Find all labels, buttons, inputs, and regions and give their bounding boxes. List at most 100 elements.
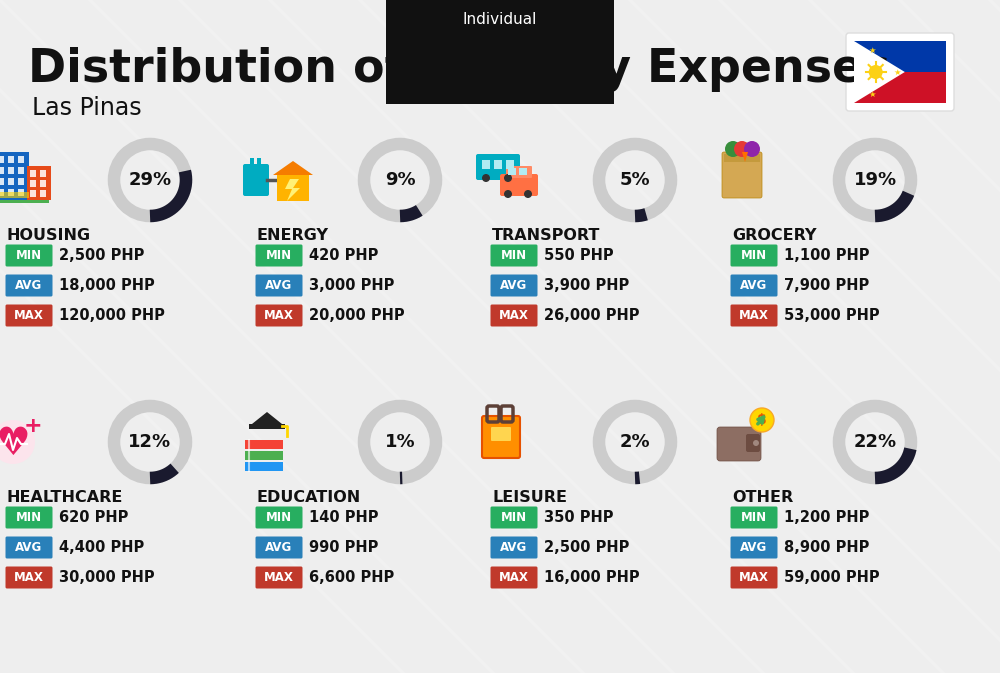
Text: 120,000 PHP: 120,000 PHP — [59, 308, 165, 323]
Text: 620 PHP: 620 PHP — [59, 510, 128, 525]
Text: $: $ — [757, 413, 767, 427]
FancyBboxPatch shape — [0, 192, 29, 198]
FancyBboxPatch shape — [730, 536, 778, 559]
FancyBboxPatch shape — [40, 180, 46, 187]
Text: 59,000 PHP: 59,000 PHP — [784, 570, 880, 585]
FancyBboxPatch shape — [717, 427, 761, 461]
Circle shape — [734, 141, 750, 157]
FancyBboxPatch shape — [30, 170, 36, 177]
Text: MAX: MAX — [264, 309, 294, 322]
Circle shape — [744, 141, 760, 157]
FancyBboxPatch shape — [256, 507, 302, 528]
FancyBboxPatch shape — [40, 190, 46, 197]
FancyBboxPatch shape — [846, 33, 954, 111]
FancyBboxPatch shape — [730, 244, 778, 267]
Text: MAX: MAX — [739, 309, 769, 322]
Text: +: + — [24, 416, 42, 436]
Text: 140 PHP: 140 PHP — [309, 510, 378, 525]
FancyBboxPatch shape — [482, 416, 520, 458]
Text: 26,000 PHP: 26,000 PHP — [544, 308, 640, 323]
FancyBboxPatch shape — [0, 189, 4, 196]
FancyBboxPatch shape — [6, 536, 52, 559]
Text: 6,600 PHP: 6,600 PHP — [309, 570, 394, 585]
Circle shape — [504, 190, 512, 198]
Text: 2%: 2% — [620, 433, 650, 451]
Text: Las Pinas: Las Pinas — [32, 96, 142, 120]
Text: AVG: AVG — [265, 541, 293, 554]
FancyBboxPatch shape — [506, 160, 514, 169]
FancyBboxPatch shape — [746, 434, 760, 452]
FancyBboxPatch shape — [490, 244, 538, 267]
Text: AVG: AVG — [500, 279, 528, 292]
Text: 9%: 9% — [385, 171, 415, 189]
FancyBboxPatch shape — [8, 189, 14, 196]
FancyBboxPatch shape — [494, 160, 502, 169]
FancyBboxPatch shape — [256, 536, 302, 559]
Text: 8,900 PHP: 8,900 PHP — [784, 540, 869, 555]
Polygon shape — [742, 152, 748, 162]
Text: MAX: MAX — [264, 571, 294, 584]
FancyBboxPatch shape — [0, 178, 4, 185]
Text: 350 PHP: 350 PHP — [544, 510, 614, 525]
FancyBboxPatch shape — [18, 178, 24, 185]
FancyBboxPatch shape — [490, 304, 538, 326]
FancyBboxPatch shape — [482, 160, 490, 169]
FancyBboxPatch shape — [490, 567, 538, 588]
Polygon shape — [252, 412, 282, 424]
Text: 5%: 5% — [620, 171, 650, 189]
Text: AVG: AVG — [15, 279, 43, 292]
Text: Distribution of Monthly Expenses: Distribution of Monthly Expenses — [28, 48, 890, 92]
Text: GROCERY: GROCERY — [732, 228, 816, 243]
FancyBboxPatch shape — [730, 275, 778, 297]
FancyBboxPatch shape — [6, 275, 52, 297]
Text: 3,000 PHP: 3,000 PHP — [309, 278, 394, 293]
FancyBboxPatch shape — [18, 156, 24, 163]
Circle shape — [750, 408, 774, 432]
Text: MIN: MIN — [266, 511, 292, 524]
FancyBboxPatch shape — [245, 462, 283, 471]
Text: ENERGY: ENERGY — [257, 228, 329, 243]
Circle shape — [524, 190, 532, 198]
Text: 550 PHP: 550 PHP — [544, 248, 614, 263]
FancyBboxPatch shape — [500, 174, 538, 196]
Text: Individual: Individual — [463, 13, 537, 28]
FancyBboxPatch shape — [730, 567, 778, 588]
Circle shape — [504, 174, 512, 182]
Text: MAX: MAX — [14, 571, 44, 584]
FancyBboxPatch shape — [490, 507, 538, 528]
FancyBboxPatch shape — [519, 168, 527, 175]
Text: ♥: ♥ — [0, 425, 30, 463]
Text: 19%: 19% — [853, 171, 897, 189]
Text: AVG: AVG — [265, 279, 293, 292]
FancyBboxPatch shape — [0, 152, 29, 200]
FancyBboxPatch shape — [256, 304, 302, 326]
FancyBboxPatch shape — [730, 507, 778, 528]
Text: 53,000 PHP: 53,000 PHP — [784, 308, 880, 323]
FancyBboxPatch shape — [508, 168, 516, 175]
FancyBboxPatch shape — [490, 275, 538, 297]
FancyBboxPatch shape — [256, 567, 302, 588]
FancyBboxPatch shape — [18, 189, 24, 196]
Text: 990 PHP: 990 PHP — [309, 540, 378, 555]
FancyBboxPatch shape — [8, 178, 14, 185]
FancyBboxPatch shape — [30, 190, 36, 197]
Text: 2,500 PHP: 2,500 PHP — [544, 540, 629, 555]
Text: 16,000 PHP: 16,000 PHP — [544, 570, 640, 585]
Text: 18,000 PHP: 18,000 PHP — [59, 278, 155, 293]
Text: 420 PHP: 420 PHP — [309, 248, 378, 263]
Circle shape — [482, 174, 490, 182]
FancyBboxPatch shape — [27, 166, 51, 200]
Circle shape — [0, 420, 35, 464]
FancyBboxPatch shape — [277, 175, 309, 201]
Circle shape — [753, 440, 759, 446]
Circle shape — [869, 65, 883, 79]
FancyBboxPatch shape — [491, 427, 511, 441]
FancyBboxPatch shape — [6, 567, 52, 588]
Text: MAX: MAX — [739, 571, 769, 584]
Text: 29%: 29% — [128, 171, 172, 189]
FancyBboxPatch shape — [476, 154, 520, 180]
FancyBboxPatch shape — [0, 156, 4, 163]
FancyBboxPatch shape — [40, 170, 46, 177]
Text: MAX: MAX — [499, 571, 529, 584]
Text: MIN: MIN — [16, 511, 42, 524]
